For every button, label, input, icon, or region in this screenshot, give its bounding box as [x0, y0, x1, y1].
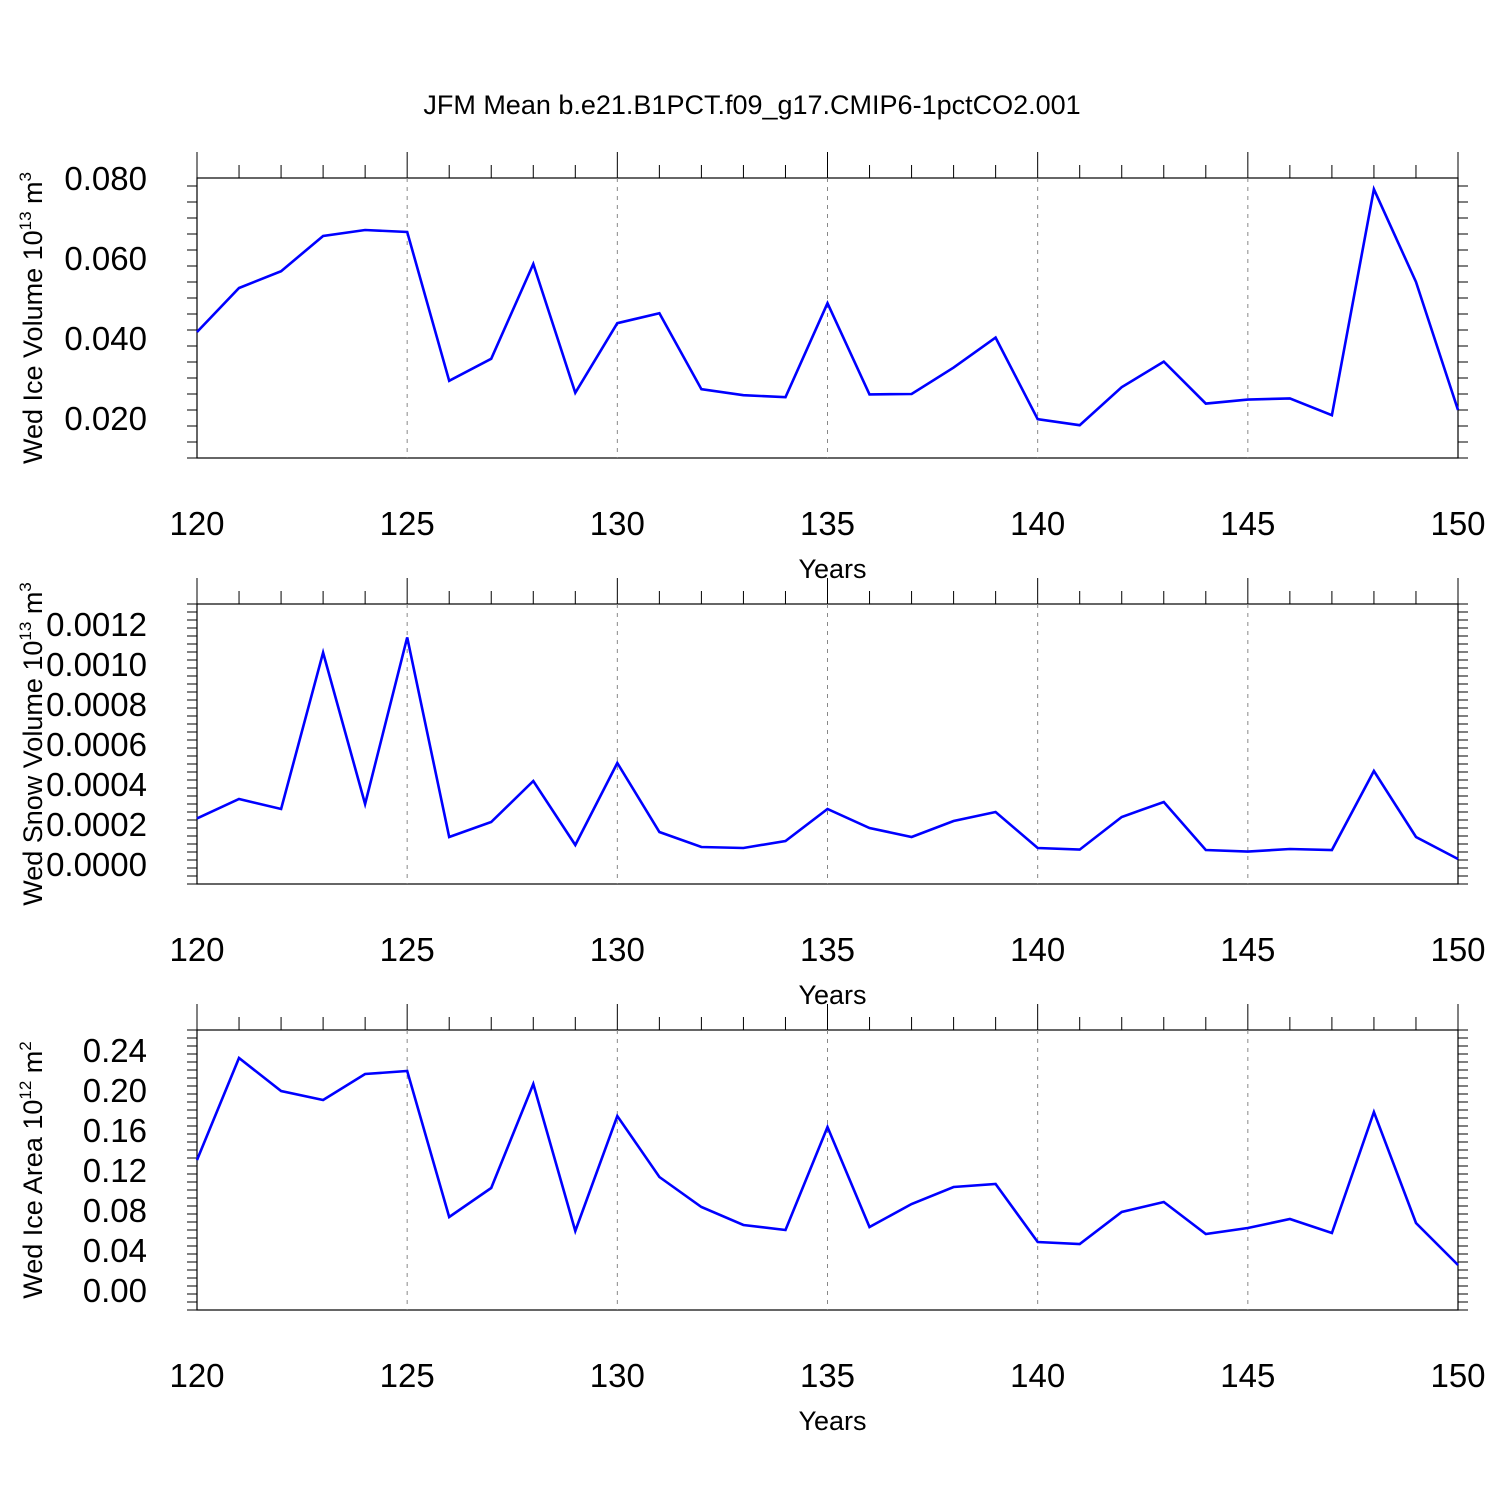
y-tick-label: 0.0000: [46, 846, 147, 883]
x-tick-label: 135: [800, 1357, 855, 1394]
x-tick-label: 145: [1220, 931, 1275, 968]
x-tick-label: 130: [590, 505, 645, 542]
y-tick-label: 0.00: [83, 1272, 147, 1309]
y-tick-label: 0.0008: [46, 686, 147, 723]
x-tick-label: 125: [380, 505, 435, 542]
x-axis-label: Years: [798, 554, 866, 584]
y-tick-label: 0.0006: [46, 726, 147, 763]
y-axis-label: Wed Snow Volume 1013 m3: [16, 582, 48, 906]
series-line: [196, 184, 1460, 427]
y-tick-label: 0.24: [83, 1032, 147, 1069]
x-tick-label: 140: [1010, 1357, 1065, 1394]
x-tick-label: 120: [169, 1357, 224, 1394]
y-axis-label: Wed Ice Area 1012 m2: [16, 1041, 48, 1299]
x-tick-label: 130: [590, 931, 645, 968]
x-tick-label: 125: [380, 1357, 435, 1394]
chart-title: JFM Mean b.e21.B1PCT.f09_g17.CMIP6-1pctC…: [423, 90, 1080, 120]
y-tick-label: 0.0010: [46, 646, 147, 683]
y-tick-label: 0.0004: [46, 766, 147, 803]
x-axis-label: Years: [798, 980, 866, 1010]
x-tick-label: 150: [1430, 505, 1485, 542]
x-tick-label: 135: [800, 931, 855, 968]
series-line: [195, 1055, 1459, 1266]
x-tick-label: 150: [1430, 931, 1485, 968]
x-tick-label: 130: [590, 1357, 645, 1394]
y-tick-label: 0.040: [64, 320, 147, 357]
panel-3: 0.000.040.080.120.160.200.24 120 125 130 135…: [16, 1004, 1486, 1436]
y-tick-label: 0.08: [83, 1192, 147, 1229]
panel-2: 0.00000.00020.00040.00060.00080.00100.00…: [16, 578, 1486, 1010]
y-tick-label: 0.020: [64, 400, 147, 437]
y-tick-label: 0.080: [64, 160, 147, 197]
panels: 0.020 0.040 0.060 0.080 120 125 130 135 140 145 15…: [16, 152, 1486, 1436]
y-axis-label: Wed Ice Volume 1013 m3: [16, 172, 48, 464]
x-tick-label: 120: [169, 931, 224, 968]
x-tick-label: 150: [1430, 1357, 1485, 1394]
x-tick-label: 140: [1010, 505, 1065, 542]
y-tick-label: 0.20: [83, 1072, 147, 1109]
x-tick-label: 145: [1220, 1357, 1275, 1394]
y-tick-label: 0.060: [64, 240, 147, 277]
x-tick-label: 120: [169, 505, 224, 542]
panel-1: 0.020 0.040 0.060 0.080 120 125 130 135 140 145 15…: [16, 152, 1486, 584]
y-tick-label: 0.04: [83, 1232, 147, 1269]
x-tick-label: 140: [1010, 931, 1065, 968]
y-tick-label: 0.0002: [46, 806, 147, 843]
x-tick-label: 125: [380, 931, 435, 968]
x-tick-label: 135: [800, 505, 855, 542]
y-tick-label: 0.16: [83, 1112, 147, 1149]
y-tick-label: 0.0012: [46, 606, 147, 643]
series-line: [196, 637, 1459, 861]
x-axis-label: Years: [798, 1406, 866, 1436]
y-tick-label: 0.12: [83, 1152, 147, 1189]
x-tick-label: 145: [1220, 505, 1275, 542]
